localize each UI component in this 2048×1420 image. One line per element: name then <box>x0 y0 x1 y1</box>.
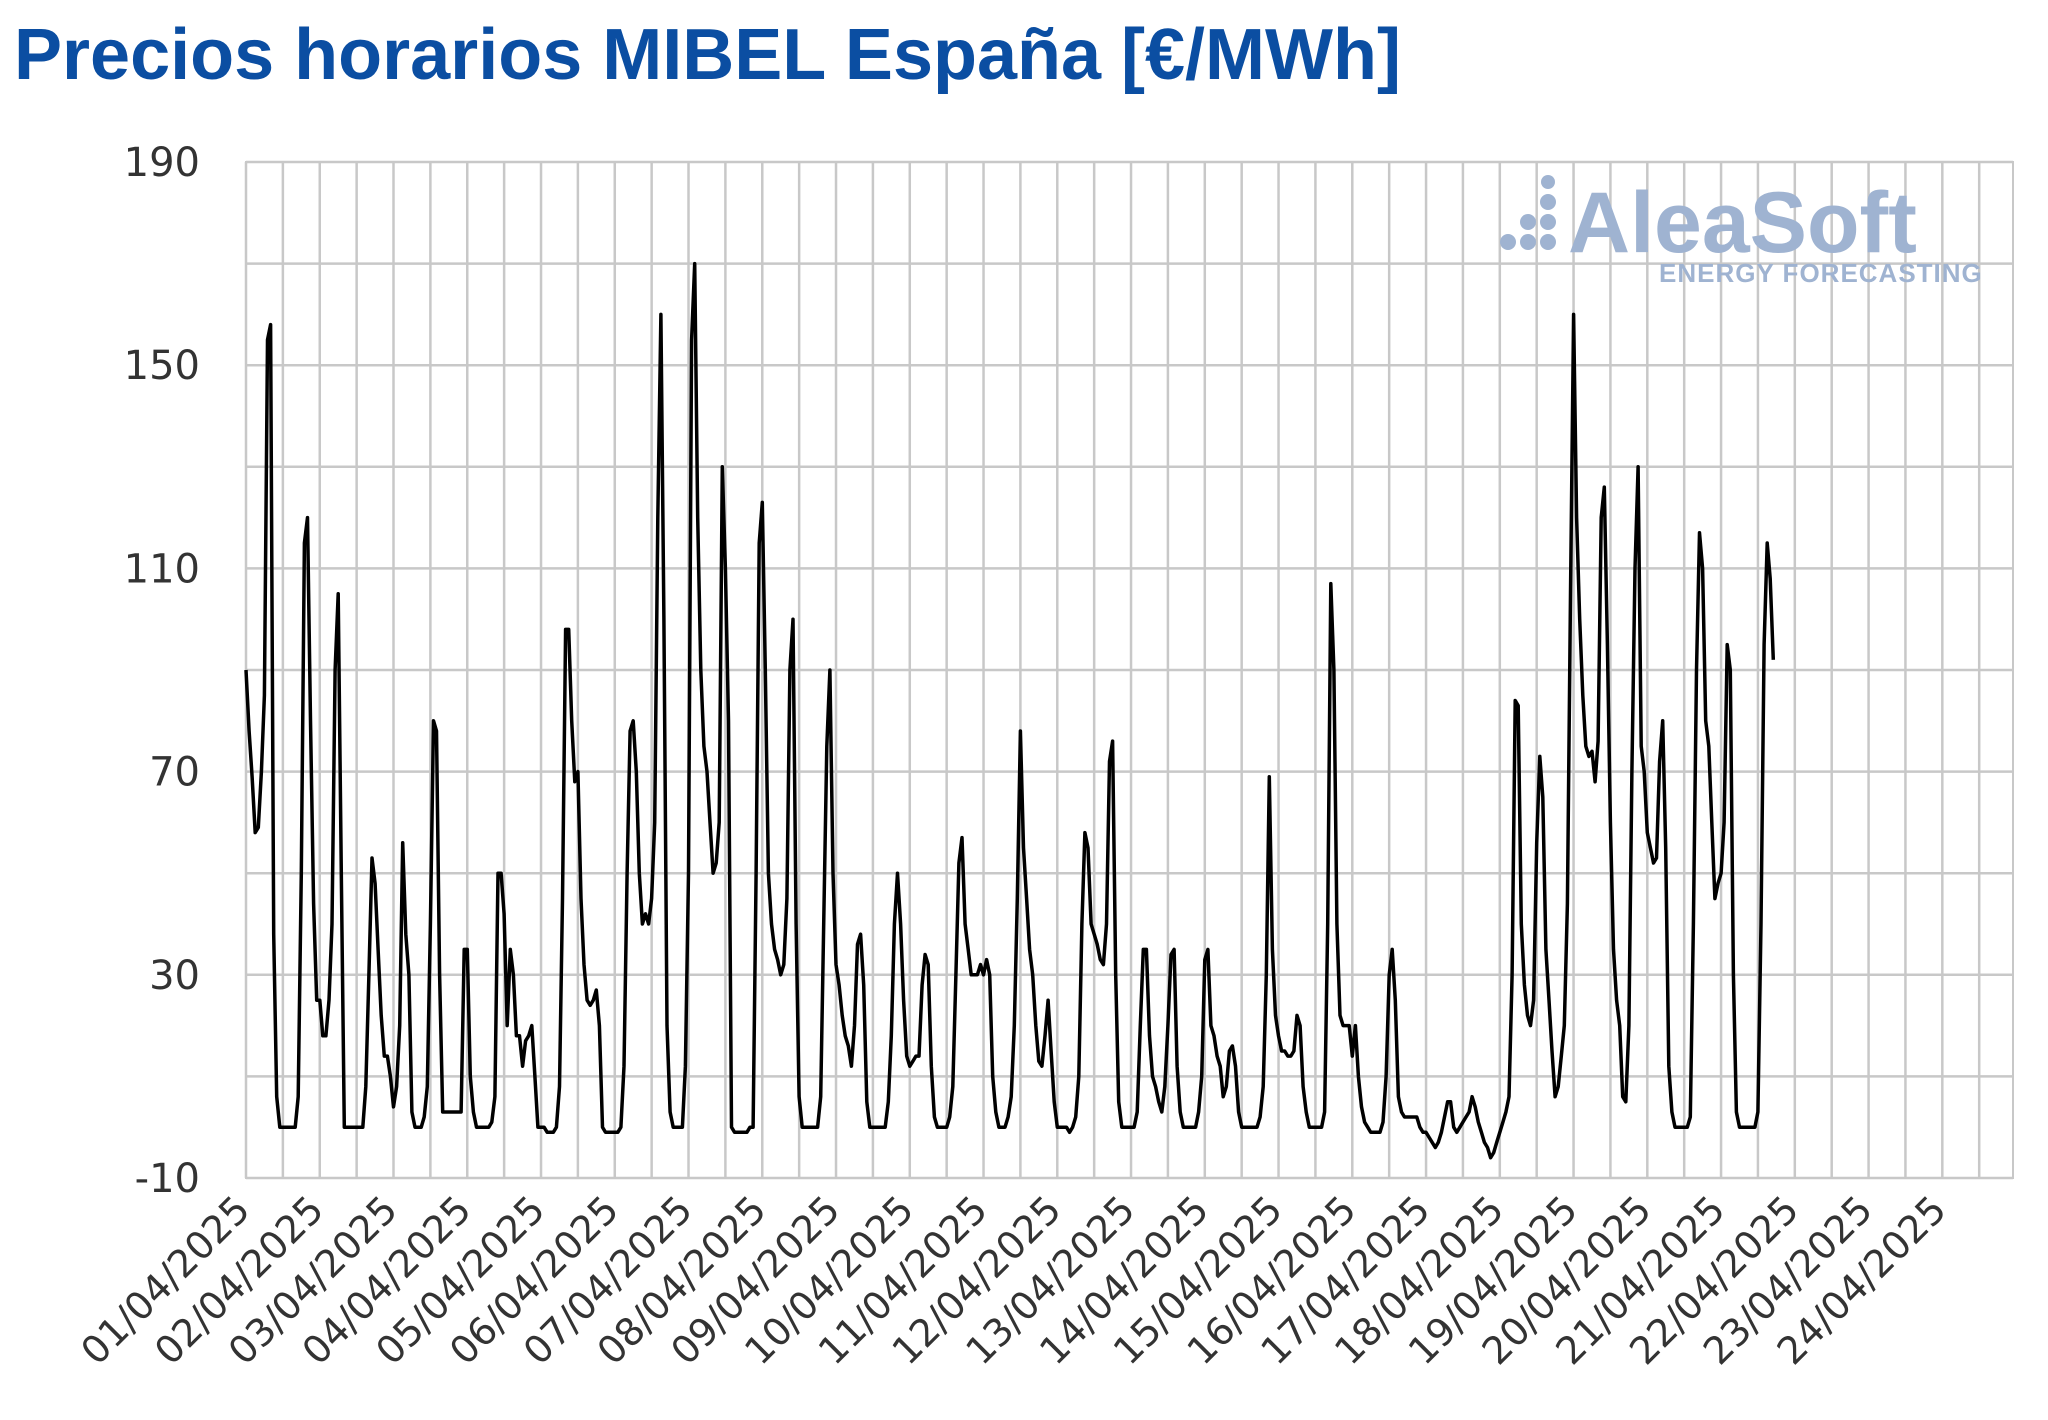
y-axis-ticks: -10 30 70 110 150 190 <box>124 140 200 1202</box>
watermark-name: AleaSoft <box>1568 175 1917 271</box>
grid <box>244 160 2014 1180</box>
y-tick-label: 110 <box>124 546 200 592</box>
aleasoft-logo-dots-icon <box>1500 175 1556 250</box>
x-axis-ticks: 01/04/202502/04/202503/04/202504/04/2025… <box>72 1187 1954 1373</box>
y-tick-label: 190 <box>124 140 200 186</box>
y-tick-label: -10 <box>135 1156 200 1202</box>
y-tick-label: 30 <box>149 953 200 999</box>
y-tick-label: 150 <box>124 343 200 389</box>
y-tick-label: 70 <box>149 750 200 796</box>
chart-title: Precios horarios MIBEL España [€/MWh] <box>14 15 1401 95</box>
price-series-line <box>244 261 1776 1160</box>
watermark-tagline: ENERGY FORECASTING <box>1659 258 1983 288</box>
aleasoft-watermark: AleaSoft ENERGY FORECASTING <box>1500 175 1983 288</box>
